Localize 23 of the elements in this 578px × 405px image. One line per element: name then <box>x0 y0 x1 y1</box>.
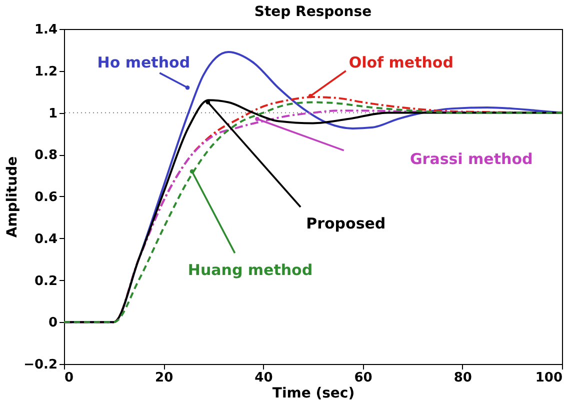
y-tick-label: 1 <box>48 106 58 122</box>
y-tick-label: 0.4 <box>34 232 58 247</box>
y-tick-label: 0.8 <box>34 148 58 164</box>
series-label: Ho method <box>97 54 190 72</box>
y-tick-label: 0 <box>48 316 58 331</box>
x-tick-label: 40 <box>254 370 273 386</box>
y-tick-label: 0.6 <box>34 190 58 205</box>
y-tick-label: 1.4 <box>34 22 58 38</box>
y-axis-title: Amplitude <box>4 156 21 238</box>
y-tick-label: 1.2 <box>34 64 58 80</box>
x-tick-label: 80 <box>454 370 472 386</box>
y-tick-label: −0.2 <box>24 358 58 372</box>
series-label: Olof method <box>348 54 454 72</box>
text: Grassi method <box>410 150 533 168</box>
x-tick-label: 20 <box>155 370 174 386</box>
x-tick-label: 0 <box>64 370 74 386</box>
x-tick-label: 60 <box>354 370 372 386</box>
y-tick-label: 0.2 <box>34 274 58 289</box>
x-tick-label: 100 <box>535 370 562 386</box>
text: Proposed <box>306 214 386 233</box>
x-axis-title: Time (sec) <box>272 386 355 402</box>
text: Huang method <box>188 260 313 279</box>
chart-title: Step Response <box>254 4 372 20</box>
